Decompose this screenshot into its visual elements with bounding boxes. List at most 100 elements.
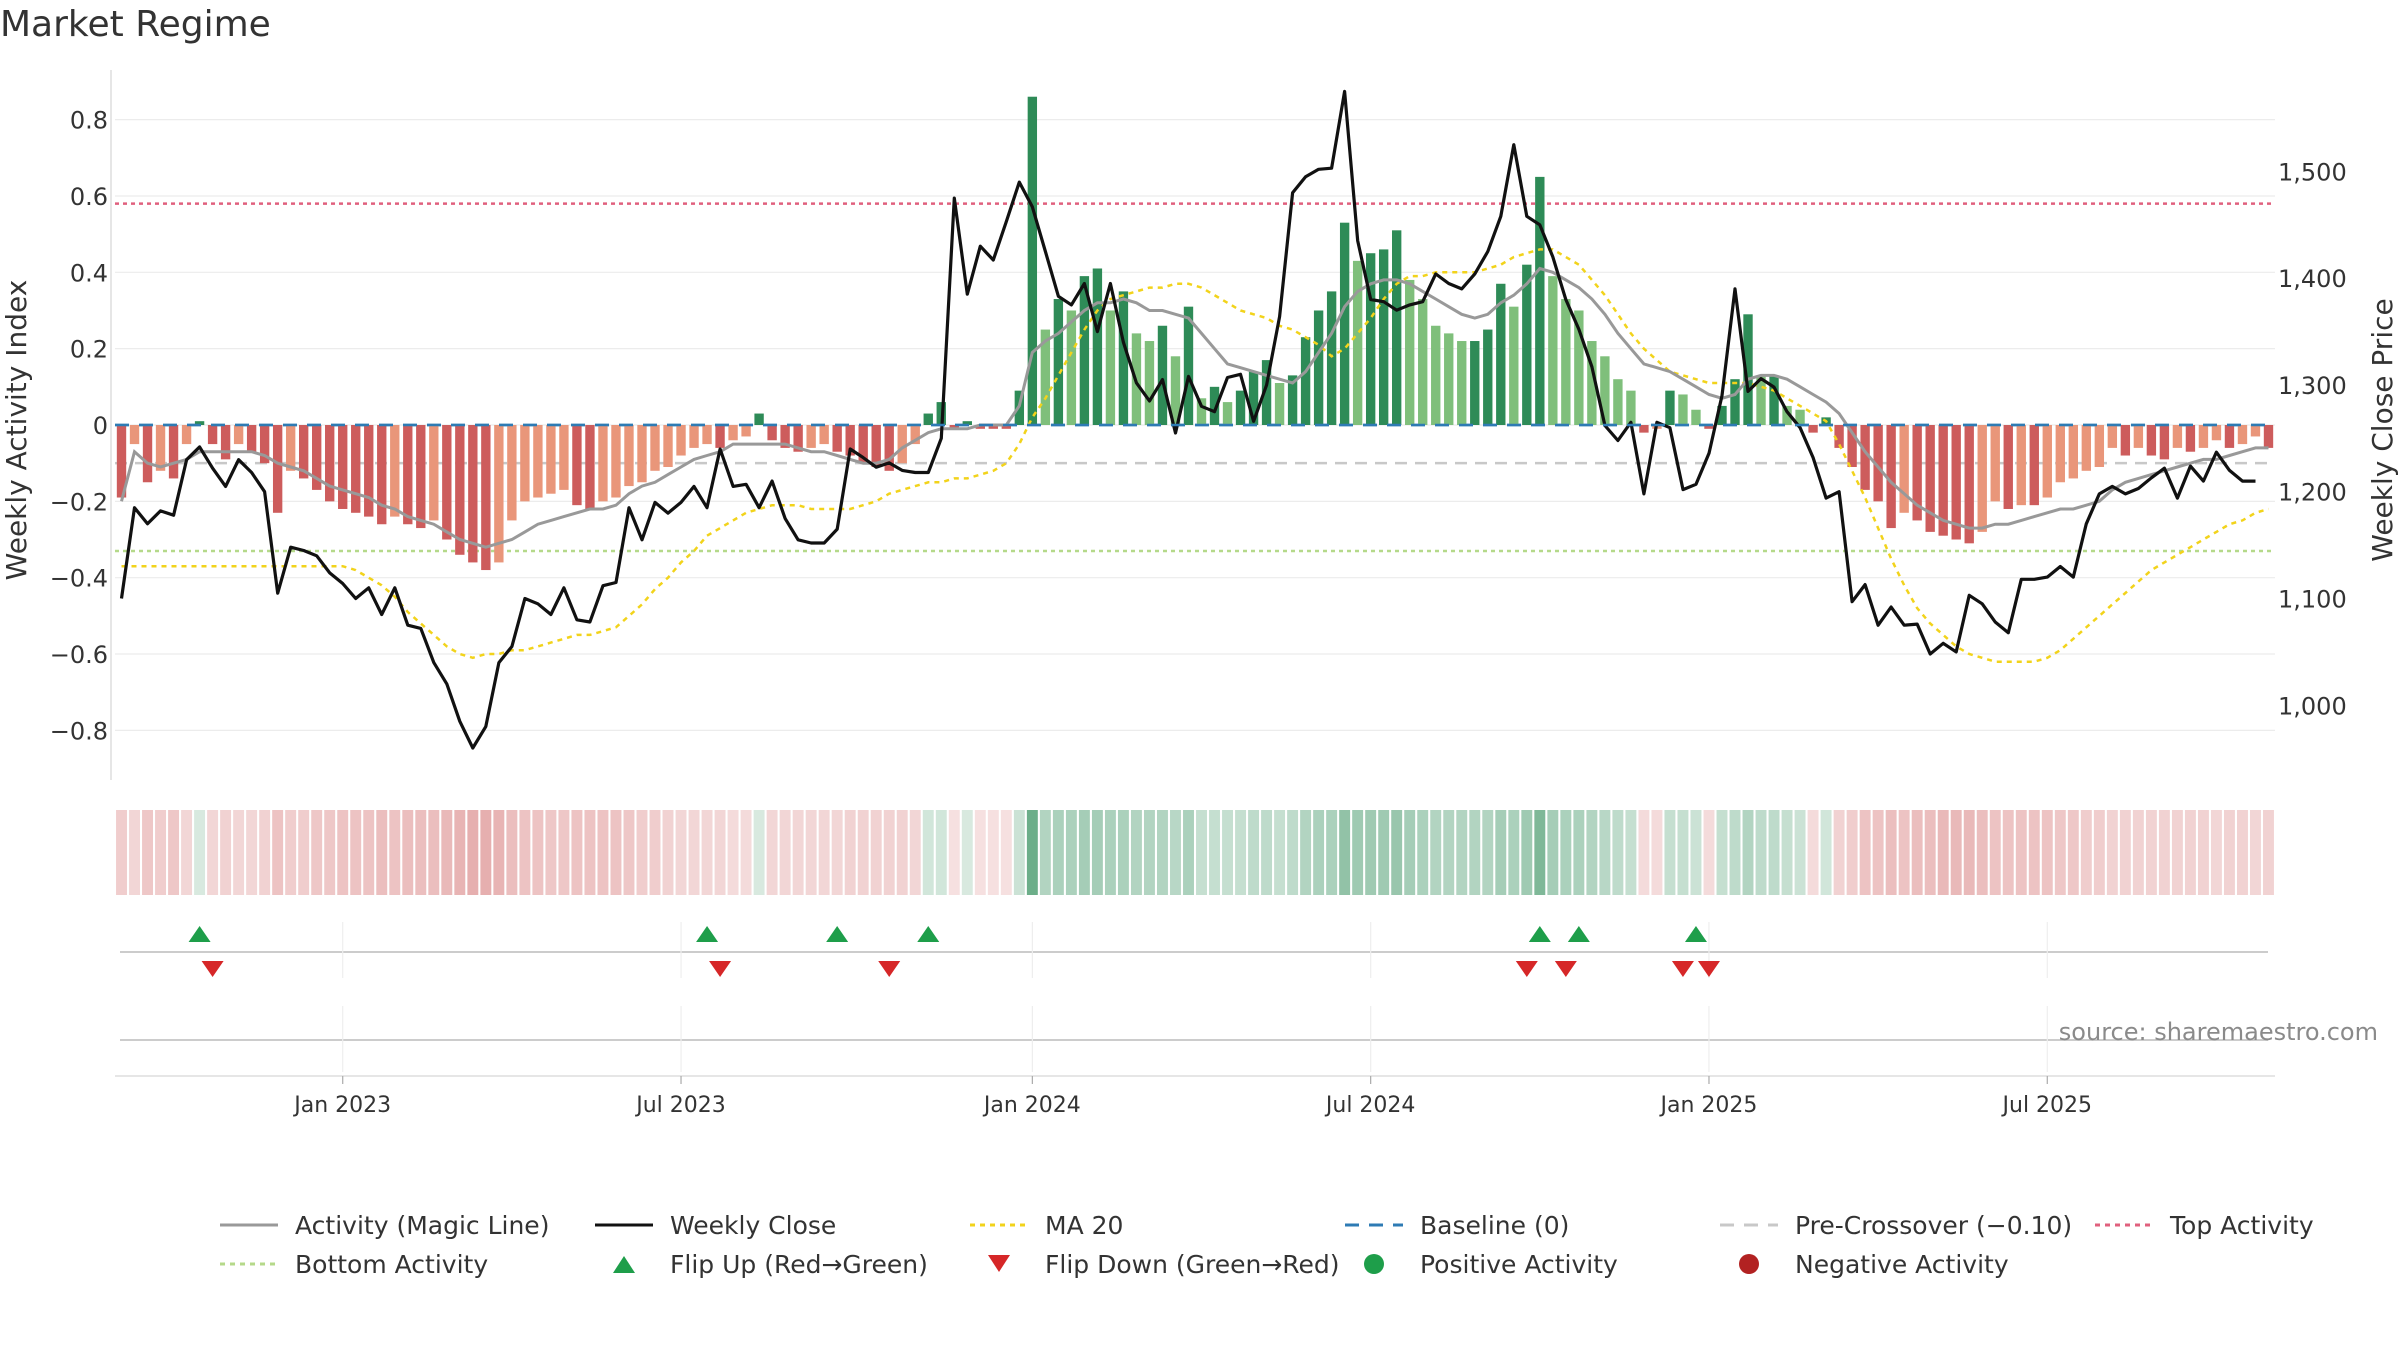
activity-bar <box>2198 425 2209 448</box>
regime-strip-cell <box>1950 810 1962 895</box>
regime-strip-cell <box>675 810 687 895</box>
regime-strip-cell <box>1326 810 1338 895</box>
y-left-tick-label: 0 <box>93 412 108 440</box>
activity-bar <box>1847 425 1857 467</box>
regime-strip-cell <box>779 810 791 895</box>
regime-strip-cell <box>1703 810 1715 895</box>
regime-strip-cell <box>285 810 297 895</box>
activity-bar <box>1066 310 1077 425</box>
legend-swatch <box>1364 1254 1384 1274</box>
legend-item: Pre-Crossover (−0.10) <box>1720 1211 2072 1240</box>
activity-bar <box>767 425 777 441</box>
activity-bar <box>1392 230 1402 425</box>
activity-bar <box>1053 299 1064 425</box>
regime-strip-cell <box>506 810 518 895</box>
regime-strip-cell <box>2119 810 2131 895</box>
activity-bar <box>1782 405 1792 425</box>
activity-bar <box>272 425 283 513</box>
regime-strip-cell <box>649 810 661 895</box>
regime-strip-cell <box>1534 810 1546 895</box>
regime-strip-cell <box>1235 810 1247 895</box>
regime-strip-cell <box>831 810 843 895</box>
y-left-tick-label: −0.4 <box>50 565 108 593</box>
regime-strip-cell <box>233 810 245 895</box>
y-left-tick-label: −0.8 <box>50 717 108 745</box>
regime-strip-cell <box>2237 810 2248 895</box>
regime-strip-cell <box>1911 810 1923 895</box>
regime-strip-cell <box>2184 810 2196 895</box>
y-left-tick-label: 0.4 <box>70 259 108 287</box>
activity-bar <box>1431 325 1441 425</box>
activity-bar <box>2211 425 2222 441</box>
y-right-axis-label: Weekly Close Price <box>2366 298 2399 561</box>
regime-strip-cell <box>974 810 986 895</box>
regime-strip-cell <box>181 810 193 895</box>
activity-bar <box>2016 425 2026 506</box>
legend-swatch <box>613 1256 635 1273</box>
legend-item: Flip Down (Green→Red) <box>988 1250 1340 1279</box>
activity-bar <box>1951 425 1961 540</box>
regime-strip-cell <box>1026 810 1038 895</box>
activity-bar <box>1522 264 1532 425</box>
regime-strip-cell <box>1924 810 1936 895</box>
legend-item: Flip Up (Red→Green) <box>613 1250 928 1279</box>
regime-strip-cell <box>1143 810 1155 895</box>
activity-bar <box>897 425 907 464</box>
legend-item: Negative Activity <box>1739 1250 2009 1279</box>
activity-bar <box>1496 283 1506 425</box>
activity-bar <box>624 425 634 487</box>
activity-bar <box>1912 425 1922 521</box>
activity-bar <box>1118 291 1129 425</box>
regime-strip-cell <box>1729 810 1741 895</box>
regime-strip-cell <box>1091 810 1103 895</box>
regime-strip-cell <box>909 810 921 895</box>
activity-bar <box>207 425 218 445</box>
regime-strip-cell <box>2223 810 2235 895</box>
legend-item: Activity (Magic Line) <box>220 1211 549 1240</box>
activity-bar <box>1691 409 1701 425</box>
activity-bar <box>884 425 894 471</box>
activity-bar <box>1678 394 1688 425</box>
regime-strip-cell <box>311 810 323 895</box>
flip-down-marker <box>1697 961 1720 977</box>
activity-bar <box>988 425 998 429</box>
regime-strip-cell <box>1456 810 1468 895</box>
legend-label: Bottom Activity <box>295 1250 488 1279</box>
activity-bar <box>1079 276 1090 425</box>
activity-bar <box>351 425 361 513</box>
activity-bar <box>702 425 712 445</box>
activity-bar <box>1170 356 1181 425</box>
regime-strip-cell <box>194 810 206 895</box>
regime-strip-cell <box>1352 810 1364 895</box>
regime-strip-cell <box>1117 810 1129 895</box>
regime-strip-cell <box>1078 810 1090 895</box>
legend-item: Top Activity <box>2095 1211 2314 1240</box>
x-tick-label: Jul 2024 <box>1324 1093 1416 1118</box>
regime-strip-cell <box>2250 810 2261 895</box>
regime-strip-cell <box>1612 810 1624 895</box>
regime-strip-cell <box>376 810 388 895</box>
regime-strip-cell <box>298 810 310 895</box>
regime-strip-cell <box>1573 810 1585 895</box>
regime-strip-cell <box>1274 810 1286 895</box>
regime-strip-cell <box>129 810 140 895</box>
regime-strip-cell <box>2171 810 2183 895</box>
activity-bar <box>1509 306 1519 425</box>
activity-bar <box>1743 314 1753 425</box>
regime-strip-cell <box>207 810 219 895</box>
regime-strip-cell <box>1664 810 1676 895</box>
regime-strip-cell <box>2132 810 2144 895</box>
activity-bar <box>390 425 400 517</box>
activity-bar <box>2120 425 2131 456</box>
regime-strip-cell <box>1065 810 1077 895</box>
regime-strip-cell <box>701 810 713 895</box>
regime-strip-cell <box>1013 810 1025 895</box>
regime-strip-cell <box>1261 810 1273 895</box>
regime-strip-cell <box>1872 810 1884 895</box>
activity-bar <box>1339 222 1350 425</box>
regime-strip-cell <box>2197 810 2209 895</box>
activity-bar <box>1730 379 1740 425</box>
regime-strip-cell <box>623 810 635 895</box>
activity-bar <box>598 425 608 502</box>
regime-strip-cell <box>1755 810 1767 895</box>
